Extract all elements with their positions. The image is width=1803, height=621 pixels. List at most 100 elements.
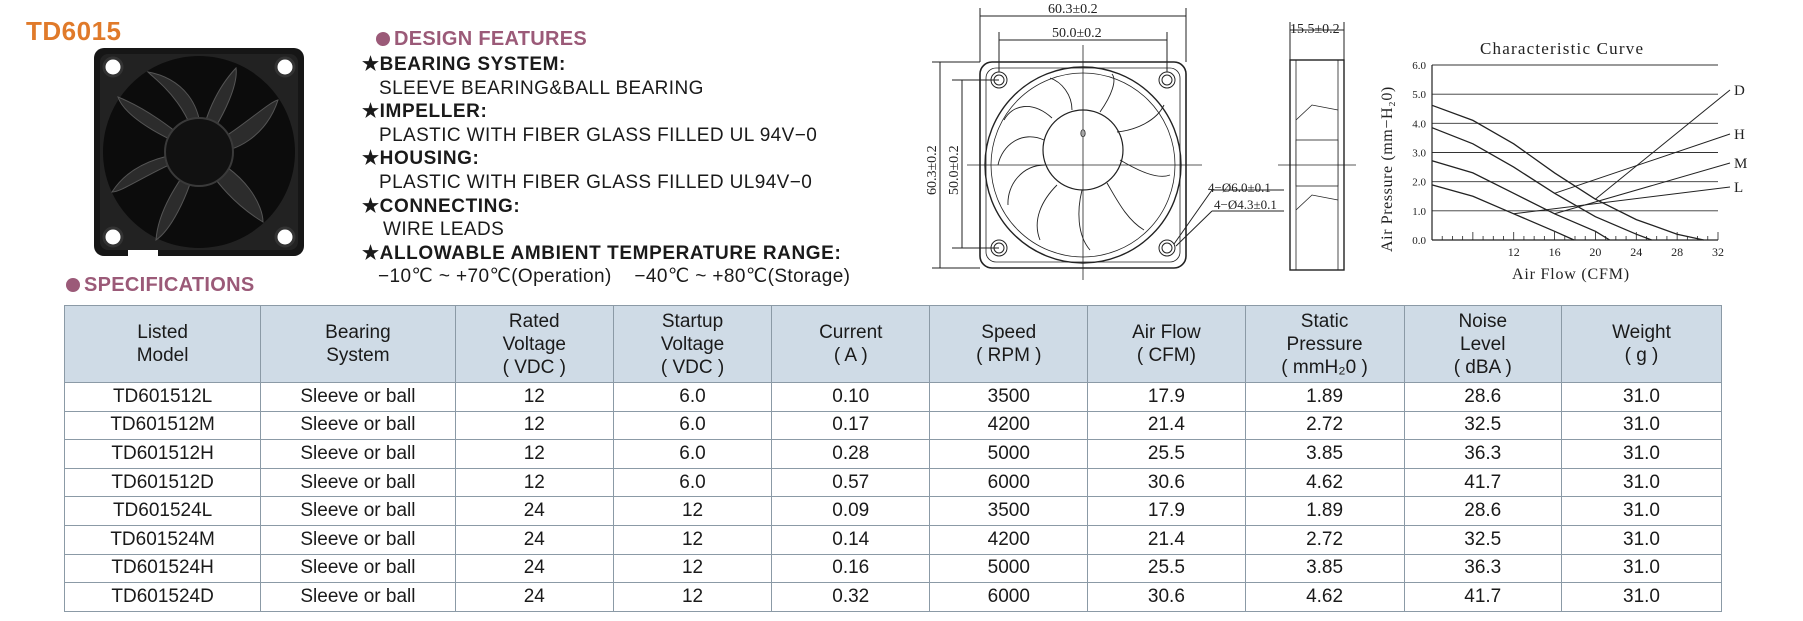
column-header-line: System [326, 345, 390, 366]
design-features-title: DESIGN FEATURES [376, 28, 587, 51]
table-cell: 3500 [929, 382, 1089, 412]
table-cell: TD601524L [63, 496, 262, 526]
table-cell: 36.3 [1403, 553, 1562, 584]
column-header-line: Level [1460, 333, 1506, 355]
table-cell: 12 [612, 496, 773, 526]
column-header-line: Model [136, 345, 189, 366]
feature-heading: ★CONNECTING: [362, 195, 850, 219]
column-header-line: Startup [661, 310, 724, 332]
table-cell: 6.0 [612, 439, 773, 469]
feature-heading-text: IMPELLER: [379, 101, 488, 123]
feature-value: PLASTIC WITH FIBER GLASS FILLED UL94V−0 [379, 171, 813, 193]
series-leader-D [1595, 89, 1731, 200]
table-cell: 32.5 [1403, 410, 1562, 441]
series-label-D: D [1734, 83, 1745, 99]
table-cell: 24 [454, 496, 614, 526]
table-cell: 4200 [929, 410, 1089, 441]
series-label-H: H [1734, 127, 1745, 143]
y-tick-label: 1.0 [1412, 206, 1426, 218]
feature-value: −10℃ ~ +70℃(Operation) −40℃ ~ +80℃(Stora… [378, 266, 851, 288]
model-title: TD6015 [26, 16, 122, 46]
table-cell: 5000 [929, 553, 1089, 584]
table-cell: 31.0 [1561, 496, 1722, 526]
table-cell: 25.5 [1087, 439, 1246, 469]
column-header-line: Voltage [660, 333, 725, 355]
column-header: Speed( RPM ) [929, 305, 1089, 383]
table-row: TD601512H Sleeve or ball 12 6.0 0.28 5000 25.5… [63, 439, 1722, 469]
series-label-L: L [1734, 180, 1743, 196]
feature-heading: ★ALLOWABLE AMBIENT TEMPERATURE RANGE: [362, 242, 850, 266]
table-cell: TD601524M [63, 524, 262, 555]
y-tick-label: 5.0 [1412, 89, 1426, 101]
table-cell: 6000 [929, 582, 1089, 612]
table-cell: 28.6 [1403, 382, 1562, 412]
table-cell: TD601512L [63, 382, 262, 412]
column-header: Current( A ) [771, 305, 931, 383]
star-icon: ★ [362, 101, 380, 123]
x-tick-label: 28 [1671, 245, 1683, 259]
feature-value: PLASTIC WITH FIBER GLASS FILLED UL 94V−0 [379, 124, 818, 146]
series-line-L [1431, 184, 1575, 241]
column-header-line: Noise [1458, 310, 1508, 332]
fan-photo [94, 48, 304, 258]
column-header-line: ( CFM) [1136, 345, 1196, 366]
table-cell: 41.7 [1403, 467, 1562, 498]
table-cell: 6.0 [612, 467, 773, 498]
column-header-line: Air Flow [1132, 322, 1201, 343]
table-cell: 12 [454, 467, 614, 498]
series-leader-H [1554, 133, 1731, 194]
table-cell: 3.85 [1244, 553, 1405, 584]
table-cell: 21.4 [1087, 524, 1246, 555]
table-cell: 31.0 [1561, 467, 1722, 498]
table-cell: 0.17 [771, 410, 931, 441]
table-cell: Sleeve or ball [260, 439, 456, 469]
table-cell: 0.57 [771, 467, 931, 498]
dim-thickness: 15.5±0.2 [1290, 22, 1340, 37]
column-header-line: ( VDC ) [660, 356, 725, 378]
column-header-line: Pressure [1286, 333, 1363, 355]
table-cell: 12 [612, 524, 773, 555]
table-cell: 24 [454, 553, 614, 584]
column-header-line: ( RPM ) [976, 345, 1042, 366]
x-tick-label: 16 [1549, 245, 1561, 259]
y-tick-label: 3.0 [1412, 148, 1426, 160]
center-mark: 0 [1080, 126, 1086, 140]
hole-callout-b: 4−Ø4.3±0.1 [1214, 197, 1277, 212]
column-header-line: Voltage [502, 333, 566, 355]
table-cell: 1.89 [1244, 382, 1405, 412]
column-header-line: ( mmH₂0 ) [1281, 356, 1368, 378]
feature-heading: ★IMPELLER: [362, 100, 850, 124]
table-cell: 4200 [929, 524, 1089, 555]
table-cell: 21.4 [1087, 410, 1246, 441]
column-header-line: Static [1300, 310, 1349, 332]
column-header-line: ( g ) [1624, 345, 1659, 366]
table-cell: 5000 [929, 439, 1089, 469]
column-header-line: Speed [981, 322, 1037, 343]
column-header: Noise Level( dBA ) [1403, 305, 1562, 383]
chart-y-axis-label: Air Pressure (mm−H₂0) [1379, 86, 1396, 252]
characteristic-curve-chart: Characteristic Curve Air Pressure (mm−H₂… [1379, 39, 1747, 283]
table-cell: 0.09 [771, 496, 931, 526]
feature-heading-text: HOUSING: [379, 148, 480, 170]
column-header-line: Listed [137, 322, 188, 343]
table-row: TD601524M Sleeve or ball 24 12 0.14 4200 21.4 2… [63, 524, 1722, 555]
table-cell: 2.72 [1244, 524, 1405, 555]
table-cell: 0.14 [771, 524, 931, 555]
table-cell: TD601512H [63, 439, 262, 469]
table-cell: 0.16 [771, 553, 931, 584]
feature-heading-text: ALLOWABLE AMBIENT TEMPERATURE RANGE: [379, 242, 842, 264]
table-cell: 24 [454, 582, 614, 612]
chart-title: Characteristic Curve [1480, 39, 1644, 58]
table-cell: 30.6 [1087, 582, 1246, 612]
specifications-title: SPECIFICATIONS [66, 274, 255, 297]
x-tick-label: 12 [1508, 245, 1520, 259]
table-cell: 24 [454, 524, 614, 555]
column-header: Static Pressure( mmH₂0 ) [1244, 305, 1405, 383]
column-header: Air Flow( CFM) [1087, 305, 1246, 383]
y-tick-label: 6.0 [1412, 60, 1426, 72]
x-tick-label: 32 [1712, 245, 1724, 259]
table-row: TD601524D Sleeve or ball 24 12 0.32 6000 30.6 4… [63, 582, 1722, 612]
table-cell: 4.62 [1244, 582, 1405, 612]
chart-x-axis-label: Air Flow (CFM) [1512, 266, 1630, 283]
table-cell: 31.0 [1561, 439, 1722, 469]
